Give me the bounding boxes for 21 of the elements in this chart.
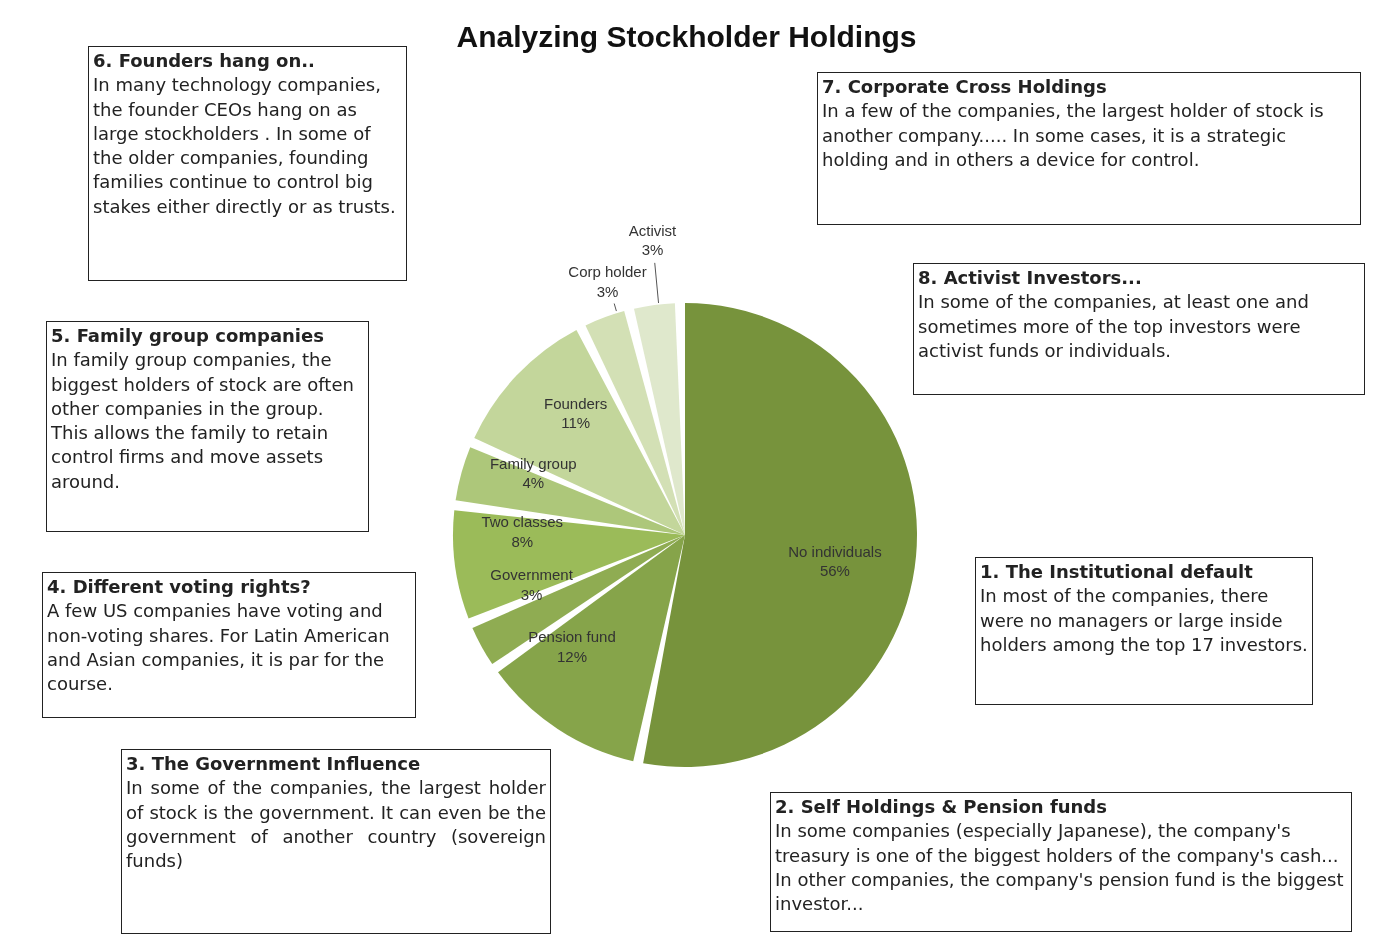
slice-label: Corp holder: [568, 263, 647, 281]
data-label: 4%: [522, 474, 545, 492]
slice-label: Founders: [543, 394, 608, 412]
data-label: 11%: [561, 414, 591, 432]
data-label: 56%: [819, 562, 850, 580]
text: 5. Family group companies In family group companies, the biggest holders of stock are often other companies in the group. This allows the family to retain control firms and move assets around.: [51, 324, 355, 494]
slice-label: Government: [490, 566, 574, 584]
data-label: 3%: [596, 282, 619, 300]
text: 7. Corporate Cross Holdings In a few of the companies, the largest holder of stock is another company..... In some cases, it is a strategic holding and in others a device for control.: [822, 75, 1325, 172]
text: 8. Activist Investors... In some of the companies, at least one and sometimes more of the top investors were activist funds or individuals.: [918, 266, 1310, 363]
text: 3. The Government Influence In some of the companies, the largest holder of stock is the government. It can even be the government of another country (sovereign funds): [126, 752, 546, 874]
text: 4. Different voting rights? A few US companies have voting and non-voting shares. For Latin American and Asian companies, it is par for the course.: [47, 575, 391, 697]
text: 1. The Institutional default In most of the companies, there were no managers or large inside holders among the top 17 investors.: [980, 560, 1308, 657]
chart-title: Analyzing Stockholder Holdings: [456, 20, 917, 53]
data-label: 8%: [511, 532, 534, 550]
slice-label: Activist: [628, 221, 678, 239]
data-label: 3%: [641, 241, 664, 259]
data-label: 12%: [556, 647, 588, 665]
text: 6. Founders hang on.. In many technology companies, the founder CEOs hang on as large stockholders . In some of the older companies, founding families continue to control big stakes either directly or as trusts.: [93, 49, 397, 219]
text: 2. Self Holdings & Pension funds In some companies (especially Japanese), the company's treasury is one of the biggest holders of the company's cash... In other companies, the company's pension fund is the biggest investor...: [775, 795, 1345, 917]
slice-label: No individuals: [788, 542, 882, 560]
